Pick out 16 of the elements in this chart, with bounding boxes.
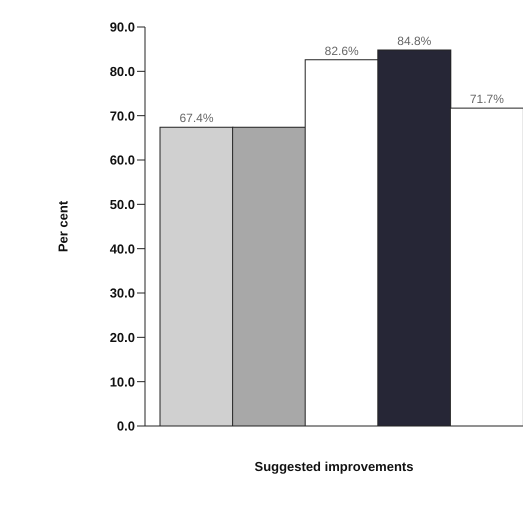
data-label: 84.8% <box>397 34 432 48</box>
y-tick-label: 20.0 <box>110 330 135 345</box>
y-tick-label: 10.0 <box>110 374 135 390</box>
y-tick-label: 80.0 <box>110 64 135 79</box>
y-tick-label: 30.0 <box>110 286 135 301</box>
y-tick-label: 40.0 <box>110 241 135 256</box>
y-tick-label: 50.0 <box>110 196 135 212</box>
x-axis-title: Suggested improvements <box>254 459 414 474</box>
data-label: 82.6% <box>324 44 360 58</box>
data-label: 67.4% <box>179 111 214 126</box>
y-tick-label: 0.0 <box>116 418 135 434</box>
data-label: 71.7% <box>470 92 504 106</box>
y-tick-label: 70.0 <box>110 108 135 124</box>
y-axis-title: Per cent <box>56 200 71 252</box>
y-tick-label: 60.0 <box>110 152 135 168</box>
y-tick-label: 90.0 <box>110 20 135 35</box>
